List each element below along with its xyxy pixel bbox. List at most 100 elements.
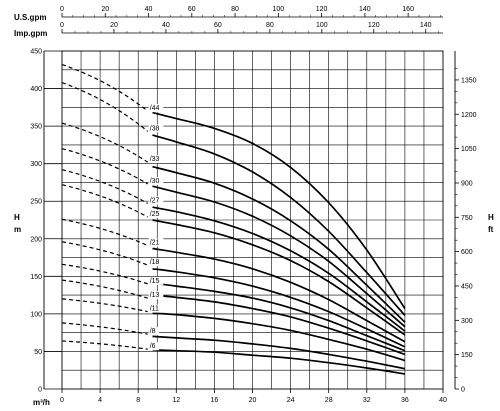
y-tick-label-left: 50: [34, 349, 42, 356]
series-label: /44: [150, 105, 160, 112]
series-label-bg: [148, 124, 164, 133]
top-tick-label: 60: [214, 22, 222, 29]
y-axis-label-left: H m: [14, 213, 22, 234]
y-tick-label-right: 1050: [461, 146, 477, 153]
series-curve: [152, 294, 406, 356]
series-dashed-segment: [61, 184, 149, 218]
series-label: /18: [150, 259, 160, 266]
series-curve: [152, 282, 406, 352]
series-dashed-segment: [61, 279, 148, 299]
series-label-bg: [148, 104, 164, 113]
series-dashed-segment: [61, 263, 148, 285]
series-curve: [152, 185, 406, 328]
x-tick-label: 24: [287, 397, 295, 404]
x-tick-label: 16: [211, 397, 219, 404]
y-tick-label-left: 150: [30, 274, 42, 281]
y-tick-label-right: 150: [461, 352, 473, 359]
axes: 0 4 8 12 16 20 24 28 32 36 40050100150200250300350…: [30, 49, 476, 405]
series-label-bg: [148, 196, 164, 205]
y-tick-label-right: 300: [461, 318, 473, 325]
top-tick-label: 0: [60, 22, 64, 29]
series-label: /27: [150, 197, 160, 204]
series-label-bg: [148, 327, 160, 336]
series-curve: [152, 267, 406, 348]
series-dashed-segment: [61, 340, 148, 350]
series-label: /6: [150, 343, 156, 350]
x-tick-label: 28: [325, 397, 333, 404]
series-dashed-segment: [61, 241, 148, 266]
y-tick-label-right: 900: [461, 180, 473, 187]
series-curve: [152, 206, 406, 332]
x-tick-label: 40: [439, 397, 447, 404]
series-label-bg: [148, 291, 164, 300]
series-label-bg: [148, 258, 164, 267]
series-curve: [152, 349, 406, 375]
top-tick-label: 0: [60, 6, 64, 13]
y-tick-label-left: 0: [38, 387, 42, 394]
y-tick-label-right: 1200: [461, 112, 477, 119]
y-tick-label-left: 200: [30, 236, 42, 243]
series-label: /38: [150, 125, 160, 132]
y-tick-label-left: 450: [30, 49, 42, 56]
y-tick-label-right: 0: [461, 387, 465, 394]
y-tick-label-right: 600: [461, 249, 473, 256]
y-tick-label-left: 400: [30, 86, 42, 93]
series-label: /15: [150, 278, 160, 285]
top-tick-label: 20: [101, 6, 109, 13]
top-axes: U.S.gpm 0 20 40 60 80 100 120 140 160 Imp.gpm 0 20 40…: [14, 6, 443, 38]
series-label-bg: [148, 238, 164, 247]
x-tick-label: 12: [172, 397, 180, 404]
series-label: /33: [150, 156, 160, 163]
y-tick-label-left: 250: [30, 199, 42, 206]
series-curve: [152, 312, 406, 362]
y-tick-label-right: 1350: [461, 77, 477, 84]
series-label-bg: [148, 176, 164, 185]
top-tick-label: 140: [420, 22, 432, 29]
top-axis-label: Imp.gpm: [14, 29, 47, 38]
x-tick-label: 32: [363, 397, 371, 404]
grid-layer: [62, 51, 443, 389]
series-curve: [152, 219, 406, 336]
x-tick-label: 0: [60, 397, 64, 404]
series-dashed-segment: [61, 322, 148, 335]
top-tick-label: 20: [110, 22, 118, 29]
y-tick-label-right: 450: [461, 283, 473, 290]
series-dashed-segment: [61, 81, 149, 132]
series-label-bg: [148, 342, 160, 351]
series-curve: [152, 165, 406, 323]
series-curve: [152, 134, 406, 316]
x-tick-label: 20: [249, 397, 257, 404]
series-dashed-segment: [61, 169, 149, 204]
top-tick-label: 160: [402, 6, 414, 13]
series-curve: [152, 247, 406, 343]
series-label: /30: [150, 178, 160, 185]
top-tick-label: 80: [231, 6, 239, 13]
series-label: /8: [150, 328, 156, 335]
series-dashed-segment: [61, 218, 148, 247]
x-axis-label: m³/h: [33, 398, 50, 407]
series-label-bg: [148, 209, 164, 218]
top-tick-label: 120: [316, 6, 328, 13]
series-label-bg: [148, 276, 164, 285]
series-label: /21: [150, 240, 160, 247]
series-layer: /44/38/33/30/27/25/21/18/15/13/11/8/6: [61, 63, 406, 375]
series-curve: [152, 111, 406, 310]
top-tick-label: 120: [368, 22, 380, 29]
y-tick-label-left: 100: [30, 311, 42, 318]
series-label: /25: [150, 211, 160, 218]
top-tick-label: 40: [145, 6, 153, 13]
series-dashed-segment: [61, 122, 149, 163]
top-tick-label: 100: [272, 6, 284, 13]
top-tick-label: 40: [162, 22, 170, 29]
series-dashed-segment: [61, 298, 148, 313]
top-axis-label: U.S.gpm: [14, 13, 46, 22]
top-tick-label: 80: [266, 22, 274, 29]
y-tick-label-left: 300: [30, 161, 42, 168]
series-dashed-segment: [61, 63, 149, 112]
x-tick-label: 8: [136, 397, 140, 404]
series-label-bg: [148, 155, 164, 164]
series-label-bg: [148, 304, 164, 313]
series-label: /13: [150, 292, 160, 299]
x-tick-label: 36: [401, 397, 409, 404]
